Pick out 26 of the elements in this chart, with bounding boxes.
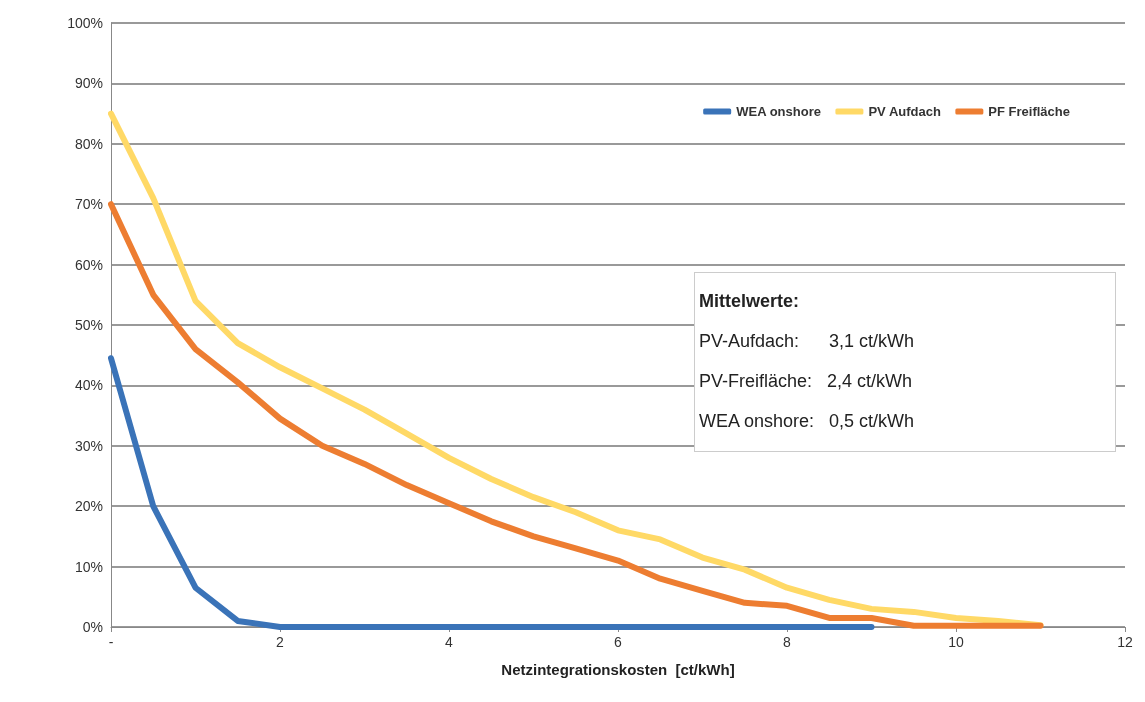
annotation: PV-Freifläche: 2,4 ct/kWh: [699, 370, 914, 393]
y-tick-label: 90%: [74, 75, 103, 92]
x-tick-label: 4: [445, 634, 454, 650]
y-tick-label: 70%: [74, 196, 103, 213]
y-tick-label: 30%: [74, 437, 103, 454]
y-tick-label: 50%: [74, 317, 103, 333]
y-tick-label: 100%: [67, 15, 103, 31]
annotation: Mittelwerte:: [699, 290, 800, 313]
x-tick-label: 6: [614, 634, 623, 650]
y-tick-label: 60%: [74, 256, 103, 273]
y-tick-label: 0%: [82, 619, 103, 635]
y-tick-label: 80%: [74, 135, 103, 152]
x-tick-label: 8: [783, 634, 792, 650]
x-tick-label: 12: [1117, 634, 1133, 650]
y-tick-label: 10%: [74, 558, 103, 575]
legend-label: PV Aufdach: [868, 104, 941, 119]
legend-label: WEA onshore: [736, 104, 821, 119]
y-tick-label: 20%: [74, 498, 103, 515]
x-axis-title: Netzintegrationskosten [ct/kWh]: [501, 661, 735, 678]
annotation: WEA onshore: 0,5 ct/kWh: [699, 410, 916, 433]
y-tick-label: 40%: [74, 377, 103, 394]
x-tick-label: -: [108, 634, 114, 650]
x-tick-label: 10: [948, 634, 964, 650]
annotation: PV-Aufdach: 3,1 ct/kWh: [699, 330, 916, 353]
x-tick-label: 2: [276, 634, 285, 650]
legend-label: PF Freifläche: [988, 104, 1070, 119]
